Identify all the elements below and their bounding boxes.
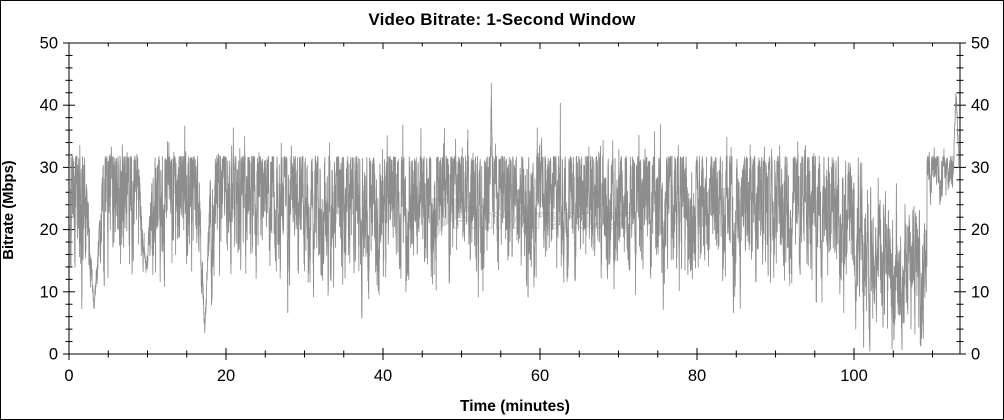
svg-text:50: 50 bbox=[40, 35, 58, 53]
svg-text:50: 50 bbox=[971, 35, 989, 53]
svg-text:100: 100 bbox=[840, 367, 868, 385]
svg-text:80: 80 bbox=[688, 367, 706, 385]
svg-text:10: 10 bbox=[971, 283, 989, 301]
svg-text:60: 60 bbox=[531, 367, 549, 385]
svg-text:20: 20 bbox=[971, 221, 989, 239]
svg-text:40: 40 bbox=[40, 97, 58, 115]
svg-text:0: 0 bbox=[49, 346, 58, 364]
svg-text:40: 40 bbox=[374, 367, 392, 385]
svg-text:0: 0 bbox=[64, 367, 73, 385]
svg-text:40: 40 bbox=[971, 97, 989, 115]
svg-text:10: 10 bbox=[40, 283, 58, 301]
svg-text:0: 0 bbox=[971, 346, 980, 364]
svg-text:20: 20 bbox=[40, 221, 58, 239]
svg-text:30: 30 bbox=[40, 159, 58, 177]
svg-text:30: 30 bbox=[971, 159, 989, 177]
svg-text:20: 20 bbox=[217, 367, 235, 385]
